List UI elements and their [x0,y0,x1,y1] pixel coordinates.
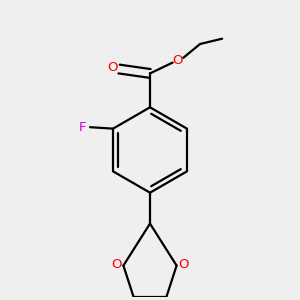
Text: O: O [111,258,122,271]
Text: O: O [107,61,118,74]
Text: O: O [178,258,189,271]
Text: O: O [173,54,183,67]
Text: F: F [78,121,86,134]
